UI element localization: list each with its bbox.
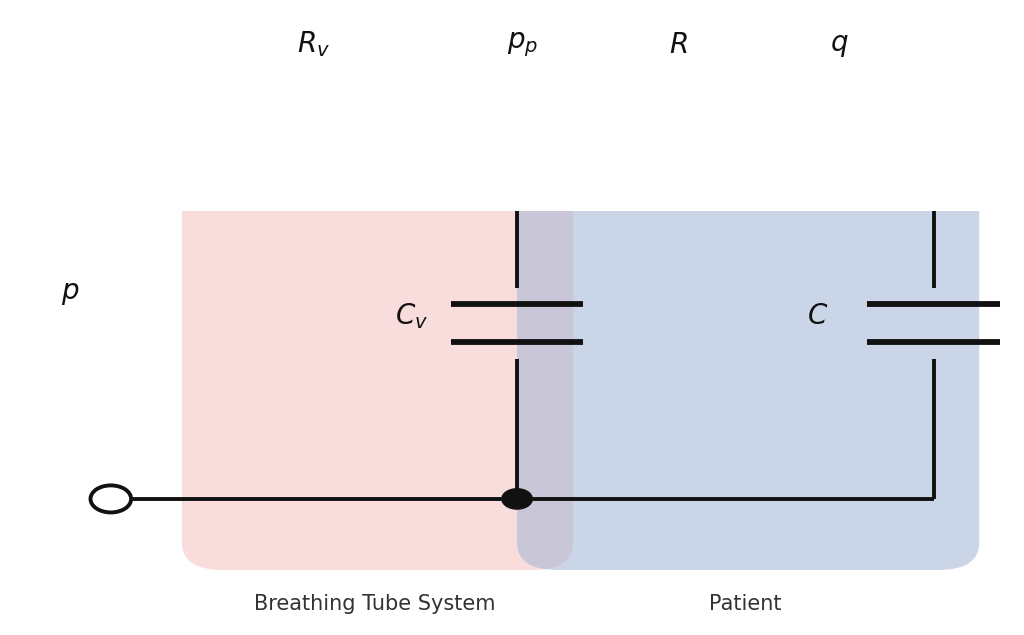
Text: $R_v$: $R_v$ xyxy=(297,29,331,59)
Text: $R$: $R$ xyxy=(670,31,688,59)
Bar xyxy=(248,108,416,173)
Text: Breathing Tube System: Breathing Tube System xyxy=(254,594,496,614)
Circle shape xyxy=(502,489,532,509)
FancyBboxPatch shape xyxy=(517,56,979,570)
Circle shape xyxy=(502,130,532,150)
FancyBboxPatch shape xyxy=(182,56,573,570)
Circle shape xyxy=(90,485,131,512)
Text: $C_v$: $C_v$ xyxy=(395,302,428,331)
Text: $C$: $C$ xyxy=(807,302,827,330)
Circle shape xyxy=(90,127,131,154)
Text: $p$: $p$ xyxy=(61,279,80,307)
Text: $p_p$: $p_p$ xyxy=(507,30,538,59)
Bar xyxy=(588,108,761,173)
Text: Patient: Patient xyxy=(710,594,782,614)
Text: $q$: $q$ xyxy=(829,31,848,59)
